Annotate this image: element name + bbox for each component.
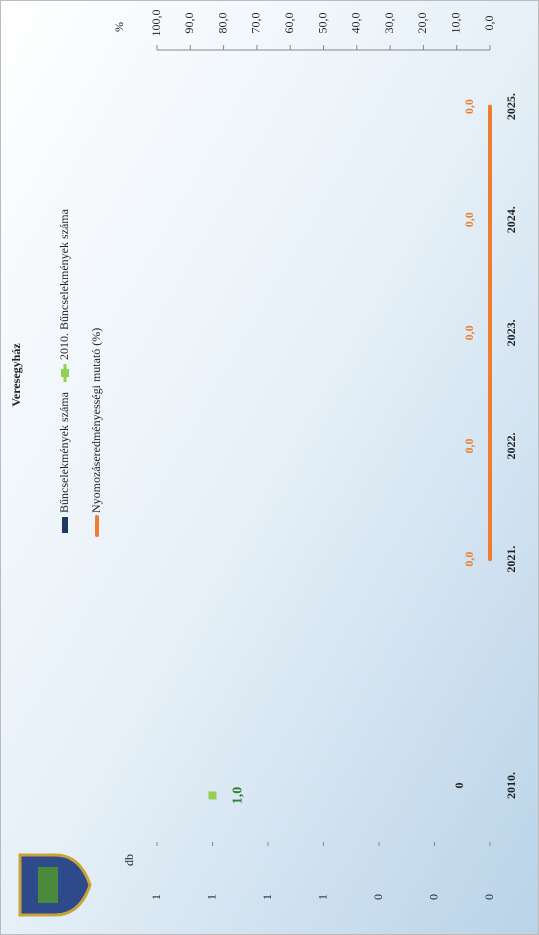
data-label: 0,0 bbox=[462, 325, 476, 340]
y-tick-label: 1 bbox=[149, 894, 163, 900]
data-label: 0,0 bbox=[462, 212, 476, 227]
logo bbox=[18, 853, 92, 917]
y2-tick-label: 90,0 bbox=[182, 13, 196, 34]
data-label: 1,0 bbox=[231, 787, 246, 805]
y2-tick-label: 80,0 bbox=[215, 13, 229, 34]
y2-tick-label: 50,0 bbox=[315, 13, 329, 34]
y2-tick-label: 10,0 bbox=[448, 13, 462, 34]
y2-tick-label: 30,0 bbox=[382, 13, 396, 34]
y2-tick-label: 20,0 bbox=[415, 13, 429, 34]
x-tick-label: 2023. bbox=[504, 319, 518, 346]
data-label: 0,0 bbox=[462, 552, 476, 567]
y2-axis-label: % bbox=[112, 22, 126, 32]
legend-label: Bűncselekmények száma bbox=[57, 391, 71, 513]
y-tick-label: 1 bbox=[315, 894, 329, 900]
y2-tick-label: 60,0 bbox=[282, 13, 296, 34]
x-tick-label: 2025. bbox=[504, 93, 518, 120]
legend-label: 2010. Bűncselekmények száma bbox=[57, 208, 71, 360]
data-label: 0 bbox=[452, 782, 466, 788]
y2-tick-label: 70,0 bbox=[249, 13, 263, 34]
y-tick-label: 1 bbox=[204, 894, 218, 900]
x-tick-label: 2024. bbox=[504, 206, 518, 233]
point bbox=[208, 791, 217, 800]
y2-tick-label: 0,0 bbox=[482, 16, 496, 31]
legend-symbol bbox=[62, 517, 68, 533]
legend-symbol bbox=[61, 369, 69, 377]
y-tick-label: 0 bbox=[482, 894, 496, 900]
x-tick-label: 2010. bbox=[504, 772, 518, 799]
y-tick-label: 0 bbox=[426, 894, 440, 900]
y-tick-label: 1 bbox=[260, 894, 274, 900]
y-axis-label: db bbox=[122, 854, 136, 866]
legend-label: Nyomozáseredményességi mutató (%) bbox=[89, 328, 103, 513]
y2-tick-label: 100,0 bbox=[149, 10, 163, 37]
chart-title: Veresegyház bbox=[9, 343, 23, 407]
x-tick-label: 2022. bbox=[504, 433, 518, 460]
data-label: 0,0 bbox=[462, 439, 476, 454]
data-label: 0,0 bbox=[462, 99, 476, 114]
y2-tick-label: 40,0 bbox=[349, 13, 363, 34]
rotated-chart: Veresegyház db%00011110,010,020,030,040,… bbox=[9, 10, 518, 917]
y-tick-label: 0 bbox=[371, 894, 385, 900]
x-tick-label: 2021. bbox=[504, 546, 518, 573]
